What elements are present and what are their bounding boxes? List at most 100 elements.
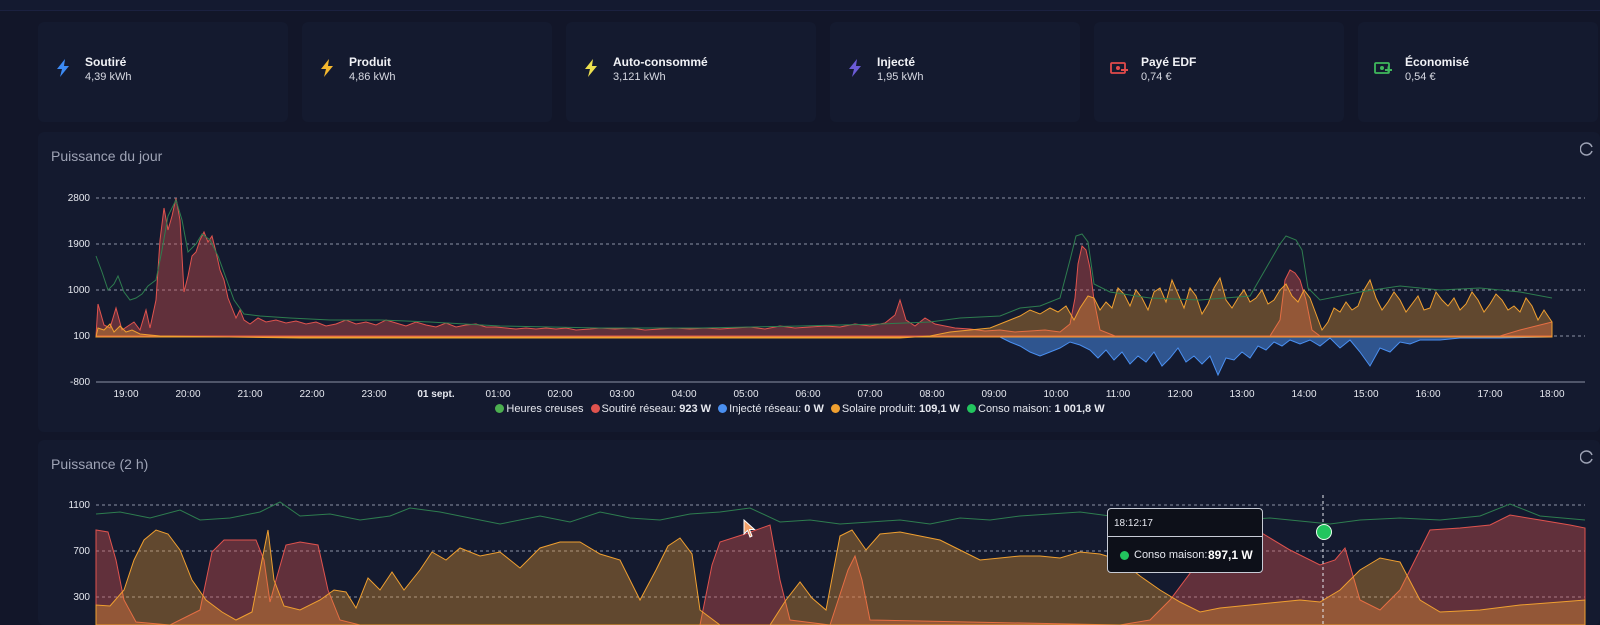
stat-value: 4,86 kWh bbox=[349, 71, 396, 83]
tooltip-label: Conso maison: bbox=[1134, 549, 1208, 561]
stat-value: 0,54 € bbox=[1405, 71, 1436, 83]
y-tick-label: 100 bbox=[73, 331, 90, 342]
legend-label: Conso maison: bbox=[978, 403, 1052, 415]
y-tick-label: 2800 bbox=[68, 193, 91, 204]
y-tick-label: 1900 bbox=[68, 239, 91, 250]
stat-card-paye-edf: Payé EDF 0,74 € bbox=[1094, 22, 1344, 122]
chart-puissance-du-jour: 2800 1900 1000 100 -800 19:00 20:00 21:0… bbox=[68, 193, 1585, 400]
stat-title: Auto-consommé bbox=[613, 55, 708, 69]
panel-title: Puissance (2 h) bbox=[51, 456, 149, 472]
y-tick-label: 700 bbox=[73, 546, 90, 557]
stat-card-soutire: Soutiré 4,39 kWh bbox=[38, 22, 288, 122]
x-tick-label: 11:00 bbox=[1106, 389, 1131, 400]
money-in-icon bbox=[1374, 62, 1392, 74]
legend-dot bbox=[718, 404, 728, 413]
y-tick-label: -800 bbox=[70, 377, 90, 388]
legend-item-soutire-reseau[interactable]: Soutiré réseau: 923 W bbox=[590, 403, 711, 415]
x-tick-label: 20:00 bbox=[175, 389, 200, 400]
x-tick-label: 13:00 bbox=[1229, 389, 1254, 400]
x-tick-label: 12:00 bbox=[1167, 389, 1192, 400]
stats-row: Soutiré 4,39 kWh Produit 4,86 kWh Auto-c… bbox=[38, 22, 1598, 122]
x-tick-label: 09:00 bbox=[981, 389, 1006, 400]
hover-point bbox=[1316, 524, 1332, 540]
series-conso-maison-line bbox=[95, 198, 1553, 329]
legend-value: 923 W bbox=[679, 403, 711, 415]
legend-value: 109,1 W bbox=[918, 403, 960, 415]
x-tick-label: 08:00 bbox=[919, 389, 944, 400]
x-tick-label: 03:00 bbox=[609, 389, 634, 400]
top-strip bbox=[0, 0, 1600, 11]
series-soutire-reseau-area bbox=[95, 197, 1553, 337]
stat-card-produit: Produit 4,86 kWh bbox=[302, 22, 552, 122]
x-tick-label: 17:00 bbox=[1477, 389, 1502, 400]
lightning-icon bbox=[585, 59, 597, 77]
series-solaire-produit-area bbox=[95, 529, 1586, 625]
stat-value: 1,95 kWh bbox=[877, 71, 924, 83]
stat-title: Produit bbox=[349, 55, 391, 69]
stat-title: Injecté bbox=[877, 55, 916, 69]
legend-label: Heures creuses bbox=[506, 403, 584, 415]
x-tick-label: 04:00 bbox=[671, 389, 696, 400]
lightning-icon bbox=[849, 59, 861, 77]
x-tick-label: 02:00 bbox=[547, 389, 572, 400]
legend-item-conso-maison[interactable]: Conso maison: 1 001,8 W bbox=[967, 403, 1105, 415]
x-tick-label: 23:00 bbox=[361, 389, 386, 400]
stat-card-auto-consomme: Auto-consommé 3,121 kWh bbox=[566, 22, 816, 122]
x-tick-label: 07:00 bbox=[857, 389, 882, 400]
tooltip-dot bbox=[1120, 551, 1129, 560]
panel-puissance-2h: Puissance (2 h) bbox=[38, 440, 1600, 625]
y-tick-label: 1000 bbox=[68, 285, 91, 296]
legend-item-injecte-reseau[interactable]: Injecté réseau: 0 W bbox=[718, 403, 824, 415]
x-tick-label: 10:00 bbox=[1043, 389, 1068, 400]
panel-title: Puissance du jour bbox=[51, 148, 163, 164]
legend-label: Injecté réseau: bbox=[729, 403, 802, 415]
x-tick-label: 21:00 bbox=[237, 389, 262, 400]
x-tick-label: 18:00 bbox=[1539, 389, 1564, 400]
legend-item-solaire-produit[interactable]: Solaire produit: 109,1 W bbox=[830, 403, 960, 415]
lightning-icon bbox=[321, 59, 333, 77]
x-tick-label: 05:00 bbox=[733, 389, 758, 400]
stat-value: 0,74 € bbox=[1141, 71, 1172, 83]
legend-label: Soutiré réseau: bbox=[601, 403, 677, 415]
x-tick-label-date: 01 sept. bbox=[417, 389, 454, 400]
y-tick-label: 300 bbox=[73, 592, 90, 603]
stat-title: Économisé bbox=[1405, 55, 1470, 69]
chart-tooltip: 18:12:17 Conso maison: 897,1 W bbox=[1107, 508, 1263, 573]
tooltip-time: 18:12:17 bbox=[1114, 518, 1153, 529]
series-injecte-reseau-area bbox=[96, 336, 1553, 377]
series-conso-maison-line bbox=[95, 501, 1586, 525]
stat-value: 3,121 kWh bbox=[613, 71, 666, 83]
stat-card-economise: Économisé 0,54 € bbox=[1358, 22, 1598, 122]
day-series-group bbox=[95, 197, 1553, 377]
legend-dot bbox=[495, 404, 505, 413]
x-tick-label: 01:00 bbox=[485, 389, 510, 400]
legend-value: 1 001,8 W bbox=[1054, 403, 1105, 415]
refresh-icon[interactable] bbox=[1580, 450, 1594, 464]
legend-dot bbox=[967, 404, 976, 413]
refresh-icon[interactable] bbox=[1580, 142, 1594, 156]
legend-value: 0 W bbox=[804, 403, 824, 415]
x-tick-label: 15:00 bbox=[1353, 389, 1378, 400]
x-tick-label: 14:00 bbox=[1291, 389, 1316, 400]
stat-title: Payé EDF bbox=[1141, 55, 1197, 69]
legend-dot bbox=[830, 404, 840, 413]
x-tick-label: 06:00 bbox=[795, 389, 820, 400]
legend-dot bbox=[590, 404, 600, 413]
chart-legend: Heures creuses Soutiré réseau: 923 W Inj… bbox=[0, 403, 1600, 415]
tooltip-divider bbox=[1108, 536, 1262, 537]
stat-title: Soutiré bbox=[85, 55, 127, 69]
x-tick-label: 16:00 bbox=[1415, 389, 1440, 400]
legend-item-heures-creuses[interactable]: Heures creuses bbox=[495, 403, 583, 415]
stat-value: 4,39 kWh bbox=[85, 71, 132, 83]
y-tick-label: 1100 bbox=[68, 500, 90, 511]
stat-card-injecte: Injecté 1,95 kWh bbox=[830, 22, 1080, 122]
money-out-icon bbox=[1110, 62, 1128, 74]
x-tick-label: 19:00 bbox=[113, 389, 138, 400]
legend-label: Solaire produit: bbox=[841, 403, 916, 415]
tooltip-value: 897,1 W bbox=[1208, 548, 1253, 562]
h2-series-group bbox=[95, 501, 1586, 625]
chart-puissance-2h: 1100 700 300 bbox=[68, 495, 1586, 625]
mouse-cursor-icon bbox=[743, 519, 756, 538]
lightning-icon bbox=[57, 59, 69, 77]
x-tick-label: 22:00 bbox=[299, 389, 324, 400]
